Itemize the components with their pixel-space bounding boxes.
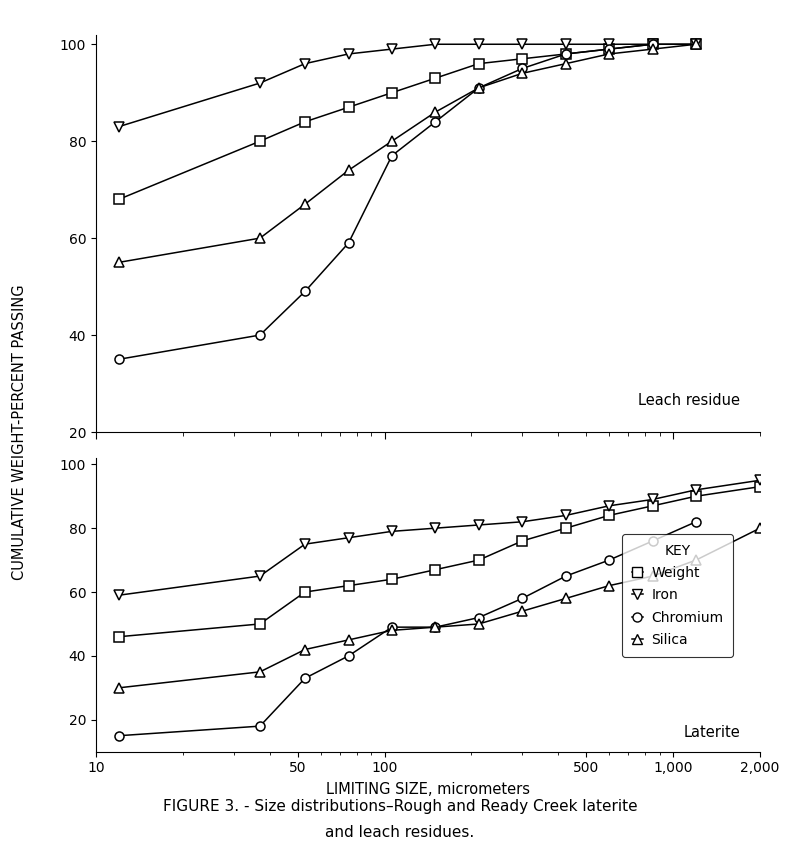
Text: CUMULATIVE WEIGHT-PERCENT PASSING: CUMULATIVE WEIGHT-PERCENT PASSING [13, 284, 27, 580]
Legend: Weight, Iron, Chromium, Silica: Weight, Iron, Chromium, Silica [622, 534, 733, 657]
Text: Leach residue: Leach residue [638, 393, 740, 408]
Text: FIGURE 3. - Size distributions–Rough and Ready Creek laterite: FIGURE 3. - Size distributions–Rough and… [162, 799, 638, 814]
X-axis label: LIMITING SIZE, micrometers: LIMITING SIZE, micrometers [326, 782, 530, 797]
Text: Laterite: Laterite [683, 725, 740, 740]
Text: and leach residues.: and leach residues. [326, 825, 474, 840]
